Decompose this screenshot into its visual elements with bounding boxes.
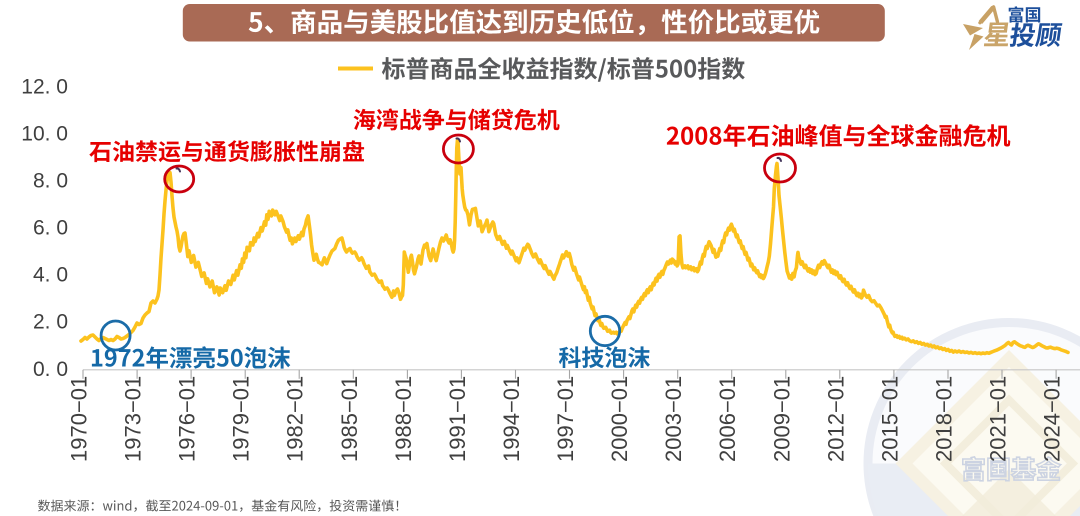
svg-text:1976−01: 1976−01 [175, 376, 200, 462]
svg-text:1979−01: 1979−01 [229, 376, 254, 462]
svg-text:1997−01: 1997−01 [553, 376, 578, 462]
svg-text:1970−01: 1970−01 [67, 376, 92, 462]
svg-text:1973−01: 1973−01 [121, 376, 146, 462]
svg-text:0. 0: 0. 0 [33, 358, 68, 381]
svg-text:2000−01: 2000−01 [607, 376, 632, 462]
svg-text:2024−01: 2024−01 [1040, 376, 1065, 462]
svg-text:1982−01: 1982−01 [283, 376, 308, 462]
svg-text:8. 0: 8. 0 [33, 170, 68, 193]
svg-text:2015−01: 2015−01 [877, 376, 902, 462]
svg-text:10. 0: 10. 0 [21, 122, 68, 145]
svg-text:1994−01: 1994−01 [499, 376, 524, 462]
svg-text:2018−01: 2018−01 [932, 376, 957, 462]
svg-text:1991−01: 1991−01 [445, 376, 470, 462]
svg-text:6. 0: 6. 0 [33, 217, 68, 240]
svg-text:2. 0: 2. 0 [33, 311, 68, 334]
svg-text:12. 0: 12. 0 [21, 75, 68, 98]
svg-text:2006−01: 2006−01 [715, 376, 740, 462]
svg-text:2003−01: 2003−01 [661, 376, 686, 462]
svg-text:2012−01: 2012−01 [823, 376, 848, 462]
svg-text:1988−01: 1988−01 [391, 376, 416, 462]
svg-text:2009−01: 2009−01 [769, 376, 794, 462]
svg-text:2021−01: 2021−01 [986, 376, 1011, 462]
svg-text:4. 0: 4. 0 [33, 264, 68, 287]
svg-text:1985−01: 1985−01 [337, 376, 362, 462]
